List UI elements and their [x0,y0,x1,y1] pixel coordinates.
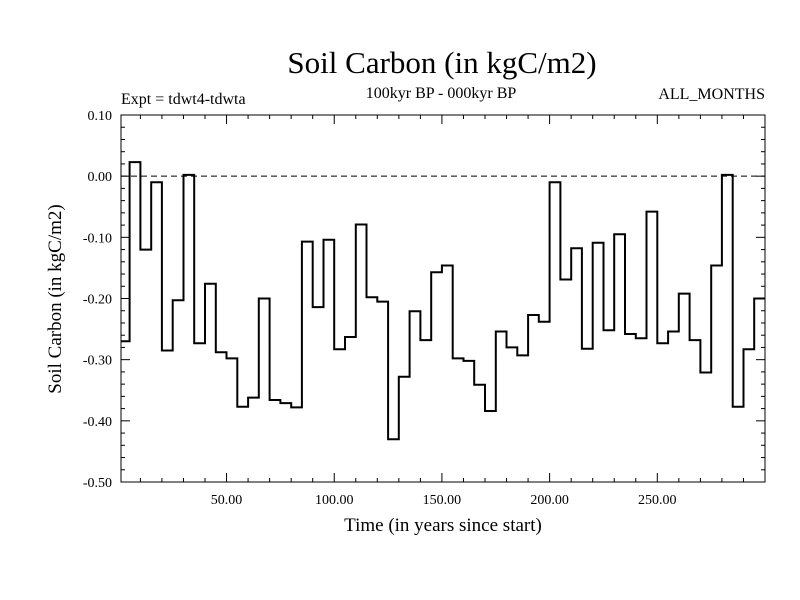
axes: 50.00 100.00 150.00 200.00 250.00 0.10 0.00 -0.… [83,109,766,508]
y-tick-label: -0.50 [83,476,112,491]
experiment-label: Expt = tdwt4-tdwta [121,91,246,108]
y-tick-label: -0.40 [83,415,112,430]
y-tick-label: -0.20 [83,293,112,308]
x-axis-label: Time (in years since start) [344,515,542,536]
months-label: ALL_MONTHS [658,86,765,103]
y-tick-label: 0.00 [88,170,113,185]
x-tick-label: 50.00 [211,493,243,508]
chart-title: Soil Carbon (in kgC/m2) [287,45,596,80]
x-tick-label: 200.00 [530,493,569,508]
plot-frame [120,114,766,483]
y-tick-label: -0.10 [83,231,112,246]
data-series [121,161,765,441]
series-line [121,161,765,441]
y-tick-label: -0.30 [83,354,112,369]
y-axis-label: Soil Carbon (in kgC/m2) [45,204,66,393]
x-tick-label: 250.00 [638,493,677,508]
x-tick-label: 100.00 [315,493,354,508]
chart-subtitle: 100kyr BP - 000kyr BP [366,85,517,102]
y-tick-label: 0.10 [88,109,113,124]
x-tick-label: 150.00 [423,493,462,508]
